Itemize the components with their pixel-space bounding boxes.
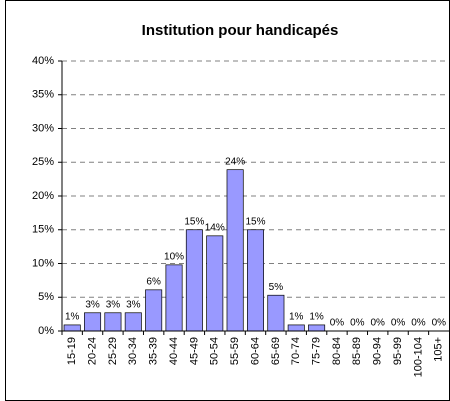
- bar: [63, 324, 81, 332]
- x-tick-label: 75-79: [311, 337, 323, 365]
- y-tick-label: 0%: [38, 325, 54, 337]
- data-label: 10%: [164, 251, 184, 262]
- x-tick-label: 35-39: [148, 337, 160, 365]
- data-label: 0%: [432, 318, 447, 329]
- data-label: 0%: [350, 318, 365, 329]
- y-tick-label: 25%: [32, 156, 54, 168]
- y-tick-label: 35%: [32, 89, 54, 101]
- x-tick-label: 85-89: [351, 337, 363, 365]
- data-label: 6%: [146, 276, 161, 287]
- bar: [226, 169, 244, 332]
- y-tick-label: 5%: [38, 291, 54, 303]
- data-label: 3%: [106, 299, 121, 310]
- y-tick-label: 40%: [32, 55, 54, 67]
- bar: [145, 289, 163, 332]
- y-tick-label: 10%: [32, 257, 54, 269]
- bar: [267, 294, 285, 332]
- bar: [124, 312, 142, 332]
- data-label: 0%: [370, 318, 385, 329]
- data-label: 1%: [309, 312, 324, 323]
- data-label: 3%: [85, 299, 100, 310]
- bar: [206, 235, 224, 332]
- x-tick-label: 90-94: [372, 337, 384, 365]
- bar: [247, 229, 264, 332]
- x-tick-label: 40-44: [168, 337, 180, 365]
- data-label: 5%: [269, 282, 284, 293]
- data-label: 15%: [184, 216, 204, 227]
- data-label: 1%: [65, 312, 80, 323]
- data-label: 1%: [289, 312, 304, 323]
- bar: [185, 229, 203, 332]
- data-label: 15%: [245, 216, 265, 227]
- y-tick-label: 30%: [32, 122, 54, 134]
- data-label: 0%: [391, 318, 406, 329]
- x-tick-label: 55-59: [229, 337, 241, 365]
- x-tick-label: 95-99: [392, 337, 404, 365]
- chart-title: Institution pour handicapés: [142, 22, 339, 39]
- x-tick-label: 60-64: [249, 337, 261, 365]
- bar: [84, 312, 102, 332]
- x-tick-label: 80-84: [331, 337, 343, 365]
- x-tick-label: 25-29: [107, 337, 119, 365]
- y-tick-label: 15%: [32, 224, 54, 236]
- x-tick-label: 15-19: [66, 337, 78, 365]
- data-label: 3%: [126, 299, 141, 310]
- x-tick-label: 50-54: [209, 337, 221, 365]
- bar: [308, 324, 326, 332]
- y-tick-label: 20%: [32, 190, 54, 202]
- bar: [165, 264, 183, 332]
- data-label: 24%: [225, 156, 245, 167]
- x-tick-label: 45-49: [188, 337, 200, 365]
- data-label: 0%: [330, 318, 345, 329]
- x-tick-label: 105+: [433, 337, 445, 362]
- data-label: 0%: [411, 318, 426, 329]
- bar: [104, 312, 122, 332]
- data-label: 14%: [205, 222, 225, 233]
- x-tick-label: 20-24: [86, 337, 98, 365]
- x-tick-label: 70-74: [290, 337, 302, 365]
- x-tick-label: 100-104: [412, 337, 424, 377]
- bar: [287, 324, 305, 332]
- x-tick-label: 65-69: [270, 337, 282, 365]
- x-tick-label: 30-34: [127, 337, 139, 365]
